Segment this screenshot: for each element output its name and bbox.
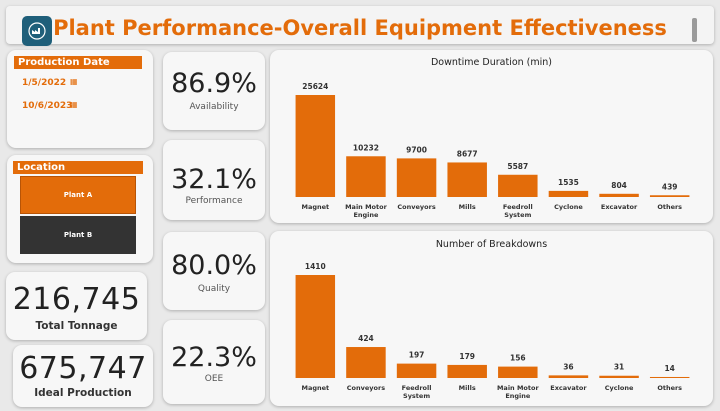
bar[interactable]: [649, 376, 690, 378]
location-label: Location: [13, 161, 143, 174]
category-label: Mills: [459, 384, 476, 392]
scrollbar[interactable]: [692, 18, 697, 42]
quality-card: 80.0% Quality: [163, 232, 265, 310]
performance-card: 32.1% Performance: [163, 140, 265, 220]
data-label: 10232: [353, 143, 379, 152]
bar[interactable]: [396, 363, 437, 378]
page-title: Plant Performance-Overall Equipment Effe…: [53, 16, 667, 40]
data-label: 439: [662, 182, 678, 191]
bar[interactable]: [599, 193, 639, 197]
data-label: 1535: [558, 178, 579, 187]
category-label: Excavator: [601, 203, 638, 211]
bar[interactable]: [498, 174, 538, 197]
availability-card: 86.9% Availability: [163, 52, 265, 130]
downtime-bar-chart: 25624 Magnet 10232 Main Motor Engine 9700 Conv…: [295, 82, 690, 219]
performance-label: Performance: [185, 196, 243, 206]
category-label: Conveyors: [347, 384, 385, 392]
production-date-slicer: Production Date 1/5/2022 ▦ 10/6/2023 ▦: [7, 50, 153, 148]
total-tonnage-card: 216,745 Total Tonnage: [6, 272, 147, 340]
bar[interactable]: [396, 158, 437, 197]
category-label: Cyclone: [605, 384, 634, 392]
category-label: Mills: [459, 203, 476, 211]
location-option-plant-a[interactable]: Plant A: [20, 176, 136, 214]
data-label: 25624: [302, 82, 328, 91]
end-date-field[interactable]: 10/6/2023: [22, 101, 73, 111]
chart-title: Downtime Duration (min): [430, 57, 552, 68]
production-date-label: Production Date: [14, 56, 142, 69]
bar[interactable]: [447, 162, 487, 197]
bar[interactable]: [346, 156, 386, 197]
location-option-label: Plant A: [63, 191, 93, 199]
bar[interactable]: [346, 347, 386, 378]
data-label: 804: [611, 181, 627, 190]
category-label: Others: [657, 384, 682, 392]
availability-label: Availability: [189, 102, 239, 112]
header-bar: Plant Performance-Overall Equipment Effe…: [6, 6, 714, 46]
oee-value: 22.3%: [171, 342, 257, 373]
chart-title: Number of Breakdowns: [435, 239, 548, 250]
data-label: 31: [614, 363, 624, 372]
oee-label: OEE: [204, 374, 224, 384]
category-label: Conveyors: [397, 203, 435, 211]
data-label: 1410: [305, 262, 326, 271]
bar[interactable]: [649, 195, 690, 197]
bar[interactable]: [599, 375, 639, 378]
data-label: 424: [358, 334, 374, 343]
category-label: Feedroll System: [503, 203, 533, 219]
bar[interactable]: [295, 275, 336, 378]
ideal-production-value: 675,747: [19, 351, 147, 386]
quality-label: Quality: [197, 284, 231, 294]
category-label: Cyclone: [554, 203, 583, 211]
total-tonnage-label: Total Tonnage: [35, 320, 118, 332]
bar[interactable]: [447, 364, 487, 378]
location-option-label: Plant B: [63, 231, 93, 239]
oee-card: 22.3% OEE: [163, 320, 265, 404]
calendar-icon[interactable]: ▦: [70, 77, 78, 86]
data-label: 36: [563, 362, 573, 371]
data-label: 197: [409, 351, 425, 360]
breakdowns-chart-card: Number of Breakdowns 1410 Magnet 424 Convey…: [270, 231, 713, 406]
bar[interactable]: [498, 366, 538, 378]
data-label: 179: [459, 352, 475, 361]
data-label: 5587: [507, 162, 528, 171]
quality-value: 80.0%: [171, 250, 257, 281]
category-label: Main Motor Engine: [497, 384, 539, 400]
data-label: 8677: [457, 149, 478, 158]
category-label: Main Motor Engine: [345, 203, 387, 219]
downtime-chart-card: Downtime Duration (min) 25624 Magnet 10232…: [270, 50, 713, 223]
performance-value: 32.1%: [171, 164, 257, 195]
category-label: Magnet: [301, 203, 329, 211]
bar[interactable]: [548, 375, 589, 378]
factory-icon: [22, 16, 52, 46]
category-label: Feedroll System: [402, 384, 432, 400]
category-label: Magnet: [301, 384, 329, 392]
ideal-production-card: 675,747 Ideal Production: [13, 345, 153, 407]
breakdowns-bar-chart: 1410 Magnet 424 Conveyors 197 Feedroll System 1…: [295, 262, 690, 400]
ideal-production-label: Ideal Production: [34, 387, 132, 399]
availability-value: 86.9%: [171, 68, 257, 99]
bar[interactable]: [548, 190, 589, 197]
data-label: 14: [664, 364, 674, 373]
calendar-icon[interactable]: ▦: [70, 100, 78, 109]
data-label: 156: [510, 354, 526, 363]
data-label: 9700: [406, 145, 427, 154]
total-tonnage-value: 216,745: [12, 282, 141, 317]
location-option-plant-b[interactable]: Plant B: [20, 216, 136, 254]
start-date-field[interactable]: 1/5/2022: [22, 78, 67, 88]
bar[interactable]: [295, 95, 336, 197]
category-label: Excavator: [550, 384, 587, 392]
category-label: Others: [657, 203, 682, 211]
